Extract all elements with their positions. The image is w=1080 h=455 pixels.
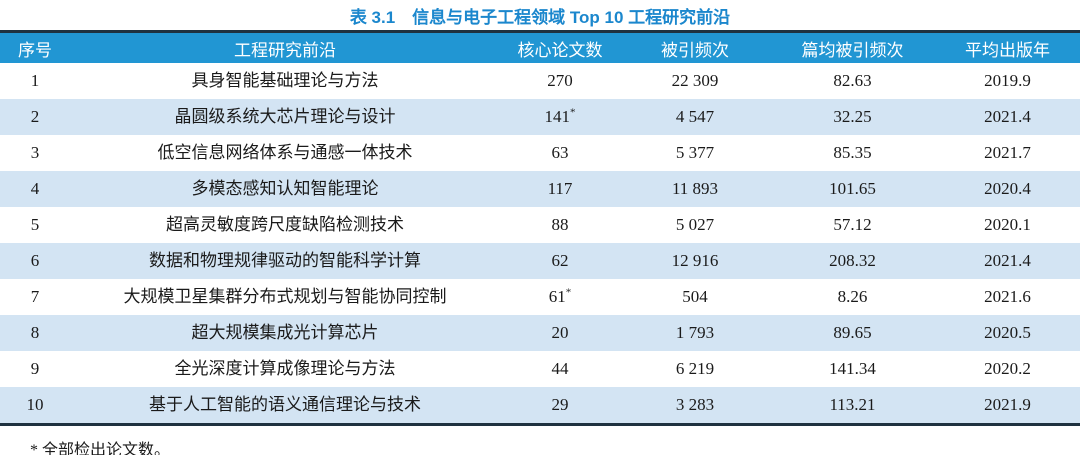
core-cell: 62: [500, 243, 620, 279]
year-cell: 2021.7: [984, 142, 1031, 162]
core-cell: 88: [551, 214, 569, 234]
rank-cell: 6: [0, 243, 70, 279]
table-row: 2 晶圆级系统大芯片理论与设计 141* 4 547 32.25 2021.4: [0, 99, 1080, 135]
rank-cell: 10: [0, 387, 70, 425]
cpp-cell: 89.65: [770, 315, 935, 351]
front-cell: 具身智能基础理论与方法: [191, 70, 379, 90]
table-row: 3 低空信息网络体系与通感一体技术 63 5 377 85.35 2021.7: [0, 135, 1080, 171]
front-cell: 超大规模集成光计算芯片: [70, 315, 500, 351]
rank-cell: 5: [30, 214, 40, 234]
citations-cell: 3 283: [620, 387, 770, 425]
rank-cell: 2: [0, 99, 70, 135]
core-cell: 44: [551, 358, 569, 378]
table-row: 4 多模态感知认知智能理论 117 11 893 101.65 2020.4: [0, 171, 1080, 207]
rank-cell: 3: [30, 142, 40, 162]
header-rank: 序号: [0, 31, 70, 63]
table-row: 7 大规模卫星集群分布式规划与智能协同控制 61* 504 8.26 2021.…: [0, 279, 1080, 315]
asterisk-mark: *: [570, 106, 576, 118]
core-cell: 270: [547, 70, 573, 90]
citations-cell: 1 793: [620, 315, 770, 351]
front-cell: 大规模卫星集群分布式规划与智能协同控制: [123, 286, 447, 306]
header-cpp: 篇均被引频次: [770, 31, 935, 63]
cpp-cell: 82.63: [833, 70, 872, 90]
cpp-cell: 141.34: [829, 358, 876, 378]
header-row: 序号 工程研究前沿 核心论文数 被引频次 篇均被引频次 平均出版年: [0, 31, 1080, 63]
table-row: 5 超高灵敏度跨尺度缺陷检测技术 88 5 027 57.12 2020.1: [0, 207, 1080, 243]
core-cell: 117: [500, 171, 620, 207]
header-front: 工程研究前沿: [70, 31, 500, 63]
core-cell: 29: [500, 387, 620, 425]
header-core: 核心论文数: [500, 31, 620, 63]
front-cell: 多模态感知认知智能理论: [70, 171, 500, 207]
front-cell: 基于人工智能的语义通信理论与技术: [70, 387, 500, 425]
header-citations: 被引频次: [620, 31, 770, 63]
core-cell: 63: [551, 142, 569, 162]
table-row: 10 基于人工智能的语义通信理论与技术 29 3 283 113.21 2021…: [0, 387, 1080, 425]
year-cell: 2019.9: [984, 70, 1031, 90]
citations-cell: 12 916: [620, 243, 770, 279]
front-cell: 全光深度计算成像理论与方法: [174, 358, 396, 378]
cpp-cell: 208.32: [770, 243, 935, 279]
citations-cell: 11 893: [620, 171, 770, 207]
year-cell: 2021.9: [935, 387, 1080, 425]
core-cell: 61*: [548, 286, 572, 306]
table-row: 6 数据和物理规律驱动的智能科学计算 62 12 916 208.32 2021…: [0, 243, 1080, 279]
core-cell: 20: [500, 315, 620, 351]
core-cell: 141*: [500, 99, 620, 135]
table-row: 8 超大规模集成光计算芯片 20 1 793 89.65 2020.5: [0, 315, 1080, 351]
citations-cell: 5 377: [675, 142, 715, 162]
rank-cell: 4: [0, 171, 70, 207]
year-cell: 2020.5: [935, 315, 1080, 351]
rank-cell: 8: [0, 315, 70, 351]
research-fronts-table: 序号 工程研究前沿 核心论文数 被引频次 篇均被引频次 平均出版年 1 具身智能…: [0, 30, 1080, 426]
front-cell: 数据和物理规律驱动的智能科学计算: [70, 243, 500, 279]
year-cell: 2021.4: [935, 243, 1080, 279]
header-year: 平均出版年: [935, 31, 1080, 63]
cpp-cell: 85.35: [833, 142, 872, 162]
cpp-cell: 101.65: [770, 171, 935, 207]
table-row: 9 全光深度计算成像理论与方法 44 6 219 141.34 2020.2: [0, 351, 1080, 387]
year-cell: 2021.4: [935, 99, 1080, 135]
front-cell: 晶圆级系统大芯片理论与设计: [70, 99, 500, 135]
table-title: 表 3.1 信息与电子工程领域 Top 10 工程研究前沿: [349, 8, 731, 27]
cpp-cell: 57.12: [833, 214, 872, 234]
asterisk-mark: *: [565, 286, 572, 298]
rank-cell: 7: [30, 286, 40, 306]
year-cell: 2020.4: [935, 171, 1080, 207]
year-cell: 2020.1: [984, 214, 1031, 234]
cpp-cell: 32.25: [770, 99, 935, 135]
cpp-cell: 8.26: [837, 286, 868, 306]
table-body: 1 具身智能基础理论与方法 270 22 309 82.63 2019.9 2 …: [0, 63, 1080, 425]
year-cell: 2020.2: [984, 358, 1031, 378]
citations-cell: 4 547: [620, 99, 770, 135]
rank-cell: 1: [30, 70, 40, 90]
cpp-cell: 113.21: [770, 387, 935, 425]
table-row: 1 具身智能基础理论与方法 270 22 309 82.63 2019.9: [0, 63, 1080, 99]
rank-cell: 9: [30, 358, 40, 378]
front-cell: 低空信息网络体系与通感一体技术: [157, 142, 413, 162]
year-cell: 2021.6: [984, 286, 1031, 306]
citations-cell: 22 309: [671, 70, 719, 90]
table-header: 序号 工程研究前沿 核心论文数 被引频次 篇均被引频次 平均出版年: [0, 31, 1080, 63]
citations-cell: 5 027: [675, 214, 715, 234]
table-footnote: * 全部检出论文数。: [30, 442, 171, 455]
citations-cell: 504: [682, 286, 708, 306]
citations-cell: 6 219: [675, 358, 715, 378]
front-cell: 超高灵敏度跨尺度缺陷检测技术: [166, 214, 404, 234]
